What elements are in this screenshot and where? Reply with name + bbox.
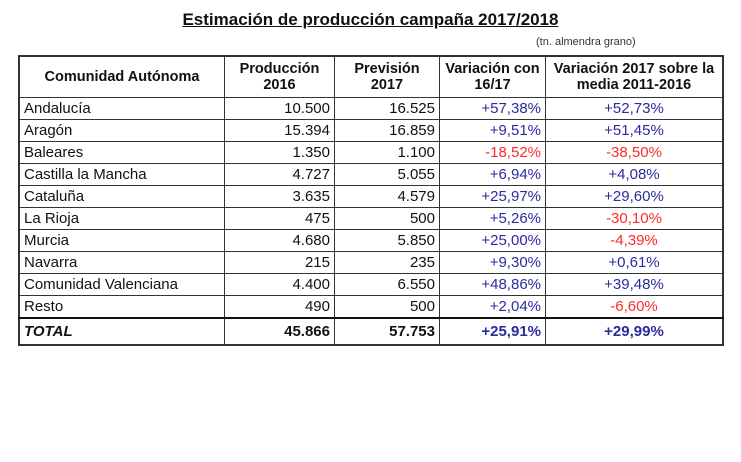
cell-production-2016: 1.350 bbox=[224, 141, 335, 164]
table-row: Baleares 1.350 1.100 -18,52% -38,50% bbox=[18, 141, 724, 164]
total-row: TOTAL 45.866 57.753 +25,91% +29,99% bbox=[18, 317, 724, 346]
table-row: Cataluña 3.635 4.579 +25,97% +29,60% bbox=[18, 185, 724, 208]
cell-variation-16-17: +9,30% bbox=[439, 251, 546, 274]
table-row: Resto 490 500 +2,04% -6,60% bbox=[18, 295, 724, 319]
cell-variation-16-17: +25,91% bbox=[439, 317, 546, 346]
cell-variation-average: -30,10% bbox=[545, 207, 724, 230]
cell-community: Aragón bbox=[18, 119, 225, 142]
cell-variation-16-17: +25,00% bbox=[439, 229, 546, 252]
header-production-2016: Producción 2016 bbox=[224, 55, 335, 98]
cell-community: Comunidad Valenciana bbox=[18, 273, 225, 296]
cell-community: Murcia bbox=[18, 229, 225, 252]
cell-forecast-2017: 500 bbox=[334, 207, 440, 230]
document-title: Estimación de producción campaña 2017/20… bbox=[182, 10, 559, 29]
cell-production-2016: 4.680 bbox=[224, 229, 335, 252]
cell-production-2016: 3.635 bbox=[224, 185, 335, 208]
cell-forecast-2017: 4.579 bbox=[334, 185, 440, 208]
cell-variation-16-17: +25,97% bbox=[439, 185, 546, 208]
table-row: Aragón 15.394 16.859 +9,51% +51,45% bbox=[18, 119, 724, 142]
cell-community: Andalucía bbox=[18, 97, 225, 120]
cell-production-2016: 475 bbox=[224, 207, 335, 230]
cell-production-2016: 4.727 bbox=[224, 163, 335, 186]
cell-variation-average: +4,08% bbox=[545, 163, 724, 186]
cell-variation-average: +0,61% bbox=[545, 251, 724, 274]
cell-community: Baleares bbox=[18, 141, 225, 164]
cell-forecast-2017: 1.100 bbox=[334, 141, 440, 164]
cell-production-2016: 4.400 bbox=[224, 273, 335, 296]
cell-forecast-2017: 235 bbox=[334, 251, 440, 274]
header-variation-average: Variación 2017 sobre la media 2011-2016 bbox=[545, 55, 724, 98]
cell-community: Castilla la Mancha bbox=[18, 163, 225, 186]
table-row: Comunidad Valenciana 4.400 6.550 +48,86% +39… bbox=[18, 273, 724, 296]
cell-production-2016: 15.394 bbox=[224, 119, 335, 142]
table-row: Castilla la Mancha 4.727 5.055 +6,94% +4,08% bbox=[18, 163, 724, 186]
cell-variation-16-17: +9,51% bbox=[439, 119, 546, 142]
header-forecast-2017: Previsión 2017 bbox=[334, 55, 440, 98]
table-row: Navarra 215 235 +9,30% +0,61% bbox=[18, 251, 724, 274]
cell-variation-average: +39,48% bbox=[545, 273, 724, 296]
cell-community: La Rioja bbox=[18, 207, 225, 230]
cell-forecast-2017: 16.525 bbox=[334, 97, 440, 120]
cell-variation-16-17: -18,52% bbox=[439, 141, 546, 164]
table-row: Andalucía 10.500 16.525 +57,38% +52,73% bbox=[18, 97, 724, 120]
cell-production-2016: 215 bbox=[224, 251, 335, 274]
cell-variation-average: -6,60% bbox=[545, 295, 724, 319]
cell-variation-16-17: +48,86% bbox=[439, 273, 546, 296]
cell-variation-average: -4,39% bbox=[545, 229, 724, 252]
table-row: Murcia 4.680 5.850 +25,00% -4,39% bbox=[18, 229, 724, 252]
cell-variation-16-17: +6,94% bbox=[439, 163, 546, 186]
table-row: La Rioja 475 500 +5,26% -30,10% bbox=[18, 207, 724, 230]
cell-forecast-2017: 16.859 bbox=[334, 119, 440, 142]
cell-variation-average: +29,99% bbox=[545, 317, 724, 346]
cell-variation-16-17: +5,26% bbox=[439, 207, 546, 230]
header-variation-16-17: Variación con 16/17 bbox=[439, 55, 546, 98]
cell-production-2016: 490 bbox=[224, 295, 335, 319]
cell-production-2016: 10.500 bbox=[224, 97, 335, 120]
cell-community: Cataluña bbox=[18, 185, 225, 208]
cell-variation-16-17: +57,38% bbox=[439, 97, 546, 120]
cell-forecast-2017: 500 bbox=[334, 295, 440, 319]
cell-variation-16-17: +2,04% bbox=[439, 295, 546, 319]
cell-forecast-2017: 5.055 bbox=[334, 163, 440, 186]
cell-variation-average: +29,60% bbox=[545, 185, 724, 208]
cell-production-2016: 45.866 bbox=[224, 317, 335, 346]
production-table: Comunidad Autónoma Producción 2016 Previ… bbox=[18, 55, 724, 346]
cell-variation-average: +51,45% bbox=[545, 119, 724, 142]
cell-community: Resto bbox=[18, 295, 225, 319]
cell-forecast-2017: 57.753 bbox=[334, 317, 440, 346]
cell-forecast-2017: 6.550 bbox=[334, 273, 440, 296]
cell-variation-average: +52,73% bbox=[545, 97, 724, 120]
unit-note: (tn. almendra grano) bbox=[536, 36, 636, 48]
cell-community: Navarra bbox=[18, 251, 225, 274]
cell-community: TOTAL bbox=[18, 317, 225, 346]
header-community: Comunidad Autónoma bbox=[18, 55, 225, 98]
cell-forecast-2017: 5.850 bbox=[334, 229, 440, 252]
cell-variation-average: -38,50% bbox=[545, 141, 724, 164]
